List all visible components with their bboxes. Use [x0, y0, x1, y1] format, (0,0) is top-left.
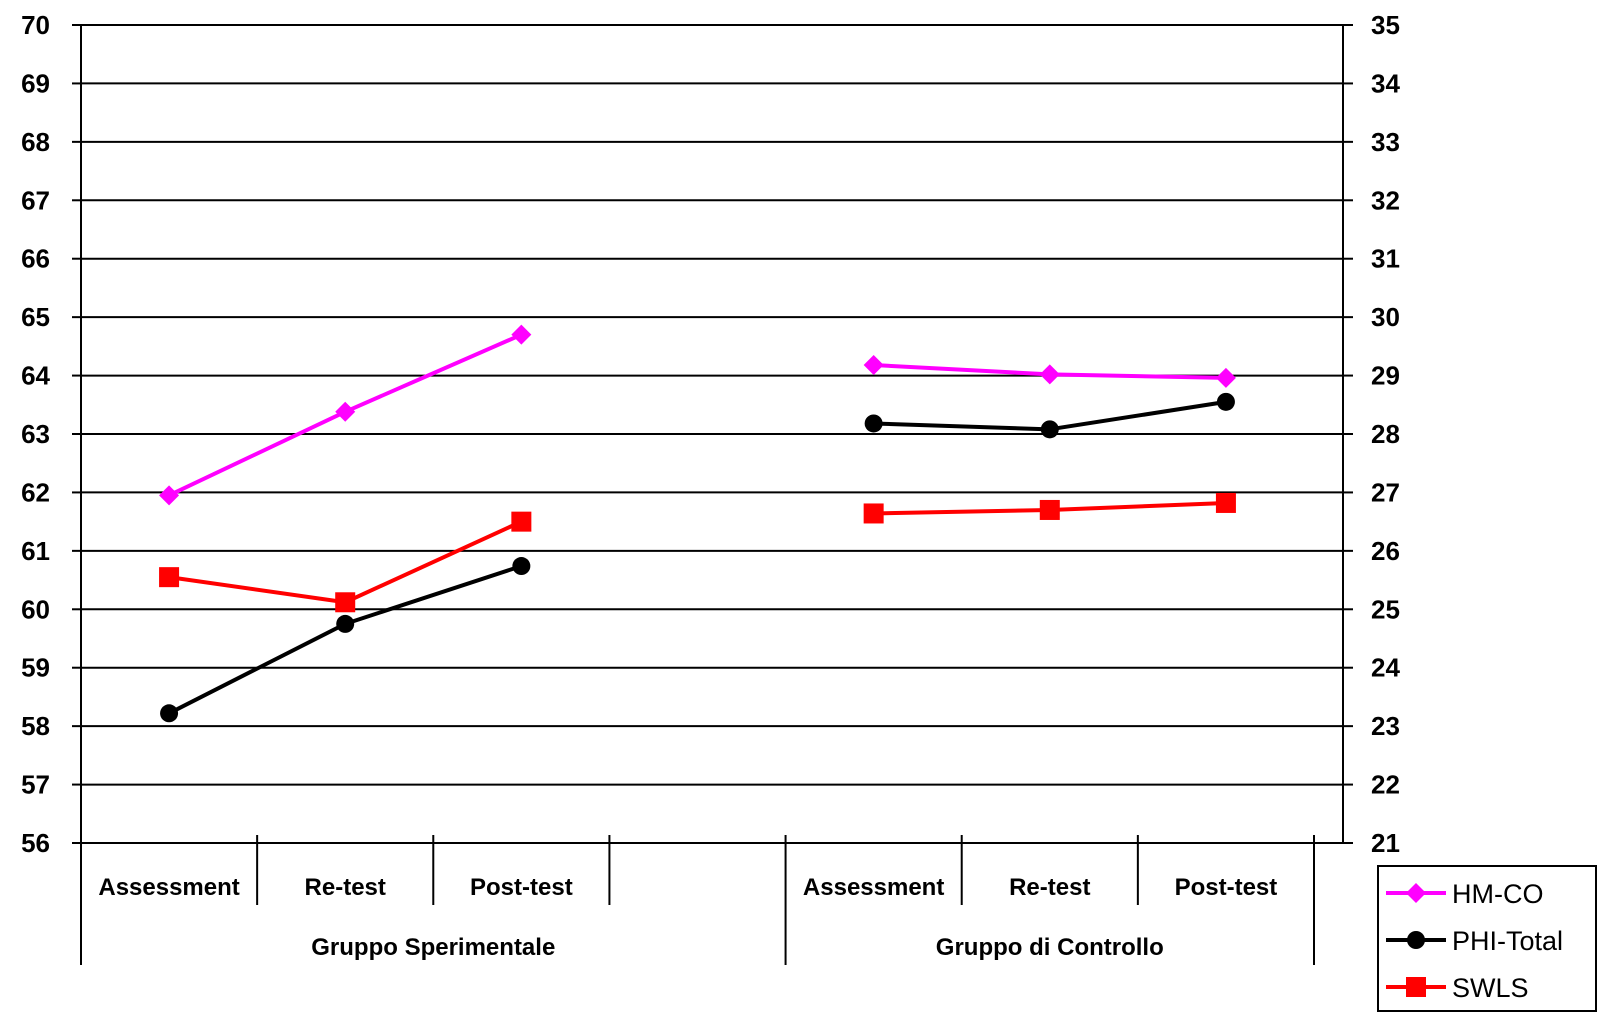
- data-point: [335, 401, 356, 422]
- category-label: Assessment: [803, 874, 944, 901]
- left-tick-label: 62: [21, 477, 50, 507]
- right-tick-label: 33: [1371, 127, 1400, 157]
- data-point: [1039, 364, 1060, 385]
- left-tick-label: 64: [21, 361, 50, 391]
- data-point: [336, 614, 355, 633]
- data-point: [511, 324, 532, 345]
- data-point: [1215, 367, 1236, 388]
- data-point: [1039, 499, 1060, 520]
- data-point: [159, 567, 180, 588]
- right-tick-label: 29: [1371, 361, 1400, 391]
- group-label: Gruppo di Controllo: [936, 934, 1164, 961]
- data-point: [160, 704, 179, 723]
- left-tick-label: 70: [21, 10, 50, 40]
- right-tick-label: 35: [1371, 10, 1400, 40]
- right-tick-label: 27: [1371, 477, 1400, 507]
- right-tick-label: 25: [1371, 594, 1400, 624]
- data-point: [863, 503, 884, 524]
- data-point: [863, 355, 884, 376]
- right-tick-label: 30: [1371, 302, 1400, 332]
- category-label: Re-test: [305, 874, 386, 901]
- left-tick-label: 60: [21, 594, 50, 624]
- legend-swatch-marker: [1407, 931, 1425, 949]
- series-line: [168, 519, 523, 605]
- category-label: Re-test: [1009, 874, 1090, 901]
- right-tick-label: 24: [1371, 653, 1400, 683]
- series-layer: [159, 324, 1236, 723]
- left-tick-label: 59: [21, 653, 50, 683]
- legend-swatch-marker: [1406, 977, 1426, 997]
- data-point: [512, 557, 531, 576]
- legend-label: PHI-Total: [1452, 926, 1563, 956]
- left-axis-ticks: 56 57 58 59 60 61 62 63 64 65 66 67 68 69 70: [21, 10, 81, 858]
- left-tick-label: 68: [21, 127, 50, 157]
- right-tick-label: 23: [1371, 711, 1400, 741]
- category-label: Assessment: [98, 874, 239, 901]
- group-label: Gruppo Sperimentale: [311, 934, 555, 961]
- right-tick-label: 21: [1371, 828, 1400, 858]
- legend-label: HM-CO: [1452, 879, 1543, 909]
- left-tick-label: 66: [21, 244, 50, 274]
- data-point: [335, 592, 356, 613]
- data-point: [511, 511, 532, 532]
- category-label: Post-test: [1175, 874, 1278, 901]
- right-tick-label: 26: [1371, 536, 1400, 566]
- series-swls: [159, 492, 1236, 613]
- data-point: [864, 414, 883, 433]
- left-tick-label: 57: [21, 770, 50, 800]
- left-tick-label: 67: [21, 185, 50, 215]
- series-line: [168, 564, 522, 716]
- legend-swatch-marker: [1406, 883, 1426, 903]
- left-tick-label: 61: [21, 536, 50, 566]
- left-tick-label: 63: [21, 419, 50, 449]
- legend-label: SWLS: [1452, 973, 1529, 1003]
- right-tick-label: 22: [1371, 770, 1400, 800]
- right-tick-label: 28: [1371, 419, 1400, 449]
- data-point: [159, 485, 180, 506]
- data-point: [1040, 420, 1059, 439]
- data-point: [1215, 492, 1236, 513]
- right-axis-ticks: 21 22 23 24 25 26 27 28 29 30 31 32 33 34 35: [1343, 10, 1400, 858]
- right-tick-label: 34: [1371, 68, 1400, 98]
- legend: HM-CO PHI-Total SWLS: [1377, 865, 1597, 1012]
- right-tick-label: 32: [1371, 185, 1400, 215]
- left-tick-label: 69: [21, 68, 50, 98]
- series-phi-total: [160, 392, 1235, 723]
- category-label: Post-test: [470, 874, 573, 901]
- gridlines: [81, 24, 1343, 844]
- series-hm-co: [159, 324, 1236, 506]
- category-axis: Assessment Re-test Post-test Assessment Re-t…: [80, 835, 1315, 965]
- left-tick-label: 65: [21, 302, 50, 332]
- left-tick-label: 56: [21, 828, 50, 858]
- data-point: [1216, 392, 1235, 411]
- left-tick-label: 58: [21, 711, 50, 741]
- right-tick-label: 31: [1371, 244, 1400, 274]
